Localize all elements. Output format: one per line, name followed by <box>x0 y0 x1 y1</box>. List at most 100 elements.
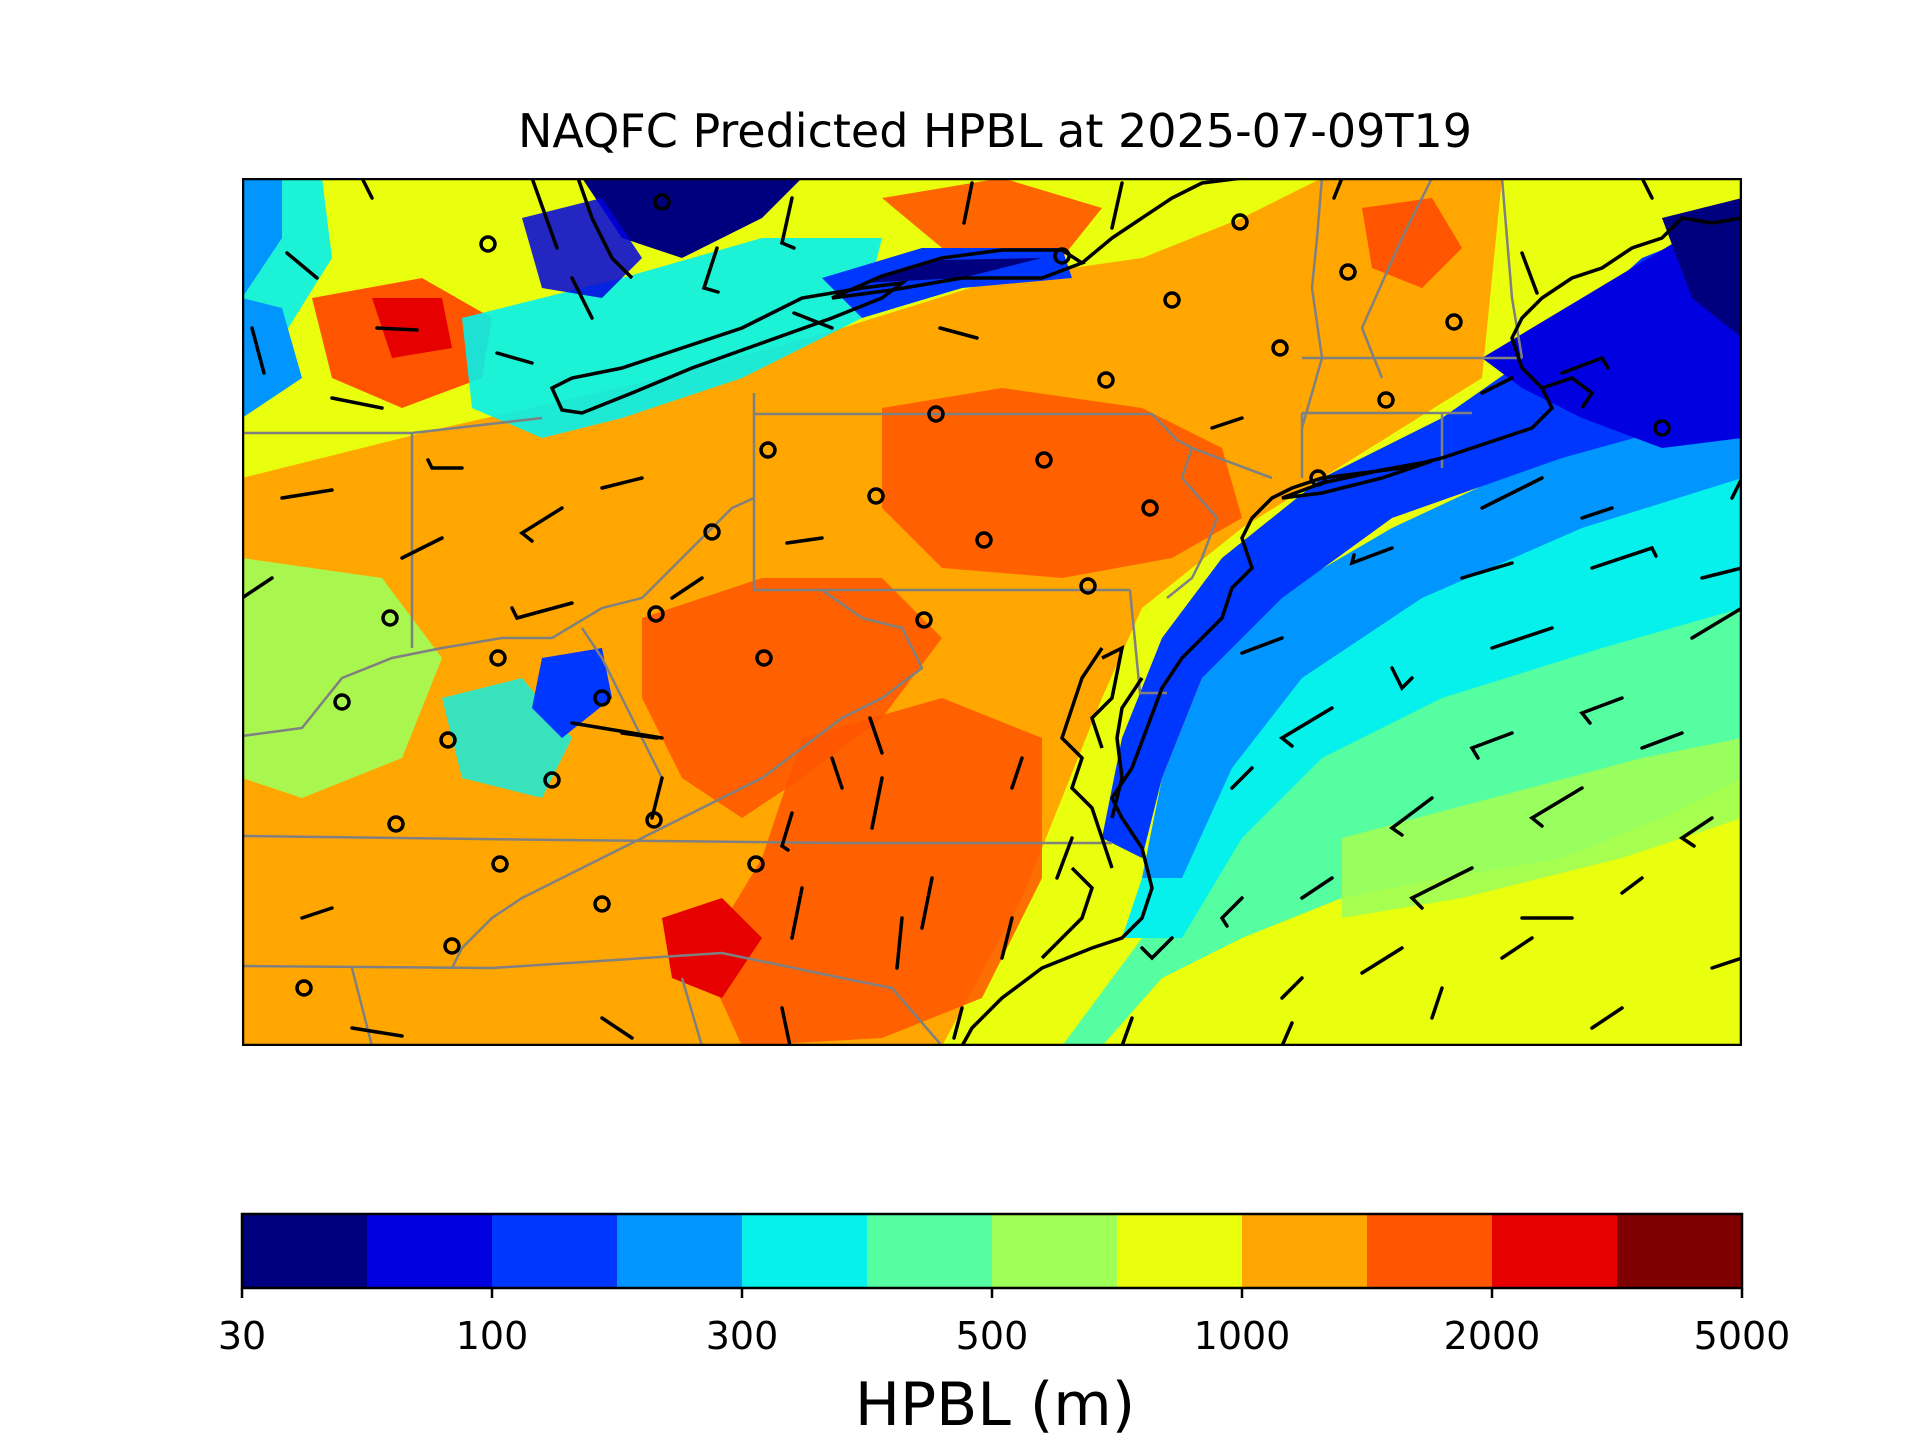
wind-barb <box>570 721 664 740</box>
colorbar-bin <box>1492 1214 1618 1288</box>
wind-barb <box>1332 178 1344 200</box>
wind-barb <box>830 756 844 790</box>
map-border <box>242 178 1742 1046</box>
field-navy-lake-ontario <box>862 258 1042 283</box>
station-marker <box>1339 263 1357 281</box>
station-marker <box>593 689 611 707</box>
wind-barb <box>600 476 644 490</box>
border-wv-va <box>450 588 924 969</box>
field-ocean-yellow-south <box>1102 778 1742 1046</box>
station-marker <box>443 937 461 955</box>
colorbar-bin <box>1242 1214 1368 1288</box>
colorbar-bin <box>867 1214 993 1288</box>
wind-barb <box>285 251 319 280</box>
wind-barb <box>1640 178 1654 200</box>
colorbar-bin <box>1117 1214 1243 1288</box>
wind-barb <box>1520 251 1539 295</box>
wind-barb <box>870 776 884 830</box>
station-marker <box>759 441 777 459</box>
station-marker <box>439 731 457 749</box>
coast-cape-cod <box>1541 376 1595 409</box>
station-marker <box>381 609 399 627</box>
wind-barb <box>779 811 794 852</box>
wind-barb <box>1480 476 1544 510</box>
wind-barb <box>1528 786 1584 828</box>
wind-barb <box>330 396 384 410</box>
wind-barb <box>1300 876 1334 900</box>
field-ocean-green <box>1062 588 1742 1046</box>
wind-barb <box>375 326 419 332</box>
colorbar-bin <box>242 1214 368 1288</box>
colorbar <box>240 1212 1744 1298</box>
wind-barb <box>360 178 374 200</box>
wind-barb <box>570 276 594 320</box>
wind-barb <box>1700 566 1742 580</box>
border-ny-nj <box>1191 446 1273 480</box>
field-red-orange-ny <box>882 178 1102 258</box>
field-red-orange-wv <box>642 578 942 818</box>
field-red-nc <box>662 898 762 998</box>
border-va-nc <box>242 834 1112 845</box>
wind-barb <box>868 716 884 755</box>
station-marker <box>1053 247 1071 265</box>
colorbar-ticks <box>240 1288 1744 1298</box>
wind-barb <box>1230 766 1254 790</box>
station-marker <box>867 487 885 505</box>
station-marker <box>1309 469 1327 487</box>
field-cyan-lake-erie <box>462 238 882 438</box>
station-marker <box>593 895 611 913</box>
field-blue-north <box>522 198 642 298</box>
station-marker <box>1035 451 1053 469</box>
border-midwest-top <box>242 416 543 435</box>
colorbar-bin <box>492 1214 618 1288</box>
station-marker <box>479 235 497 253</box>
coastlines <box>549 178 1742 1046</box>
field-blue-west-edge <box>242 178 282 298</box>
station-marker <box>647 605 665 623</box>
wind-barb <box>1430 986 1444 1020</box>
station-marker <box>703 523 721 541</box>
wind-barb <box>1590 545 1658 570</box>
border-ky-wv <box>580 627 664 779</box>
wind-barb <box>938 326 979 340</box>
border-vt-ny <box>1300 178 1324 429</box>
coast-nc-sounds <box>1040 866 1095 960</box>
wind-barb <box>962 181 974 225</box>
field-blue-west-mid <box>242 298 302 418</box>
wind-barb <box>792 311 834 330</box>
station-marker <box>491 855 509 873</box>
wind-barb <box>1280 976 1304 1000</box>
colorbar-tick-label: 300 <box>705 1314 779 1358</box>
station-marker <box>755 649 773 667</box>
border-ny-pa <box>754 412 1193 450</box>
wind-barb <box>1140 936 1174 961</box>
colorbar-tick-label: 2000 <box>1443 1314 1541 1358</box>
border-tn-ky <box>350 967 374 1046</box>
coast-st-lawrence <box>1080 178 1243 265</box>
colorbar-label: HPBL (m) <box>854 1370 1136 1440</box>
wind-barb <box>952 1006 964 1040</box>
wind-barb <box>250 326 266 375</box>
field-red-orange-pa <box>882 388 1242 578</box>
wind-barb <box>1349 546 1394 566</box>
wind-barb <box>510 601 574 621</box>
station-marker <box>1271 339 1289 357</box>
hpbl-field <box>242 178 1742 1046</box>
station-marker <box>387 815 405 833</box>
border-nc-sc <box>680 977 704 1046</box>
wind-barb <box>920 876 934 930</box>
wind-barb <box>1219 896 1244 928</box>
wind-barb <box>701 246 720 294</box>
wind-barb <box>530 178 559 250</box>
colorbar-tick-label: 5000 <box>1693 1314 1791 1358</box>
wind-barb <box>1280 1021 1294 1046</box>
colorbar-bin <box>1617 1214 1743 1288</box>
field-ocean-green-mid <box>1342 738 1742 918</box>
colorbar-bin <box>617 1214 743 1288</box>
wind-barb <box>1010 756 1024 790</box>
wind-barb <box>1480 376 1514 395</box>
colorbar-bin <box>1367 1214 1493 1288</box>
wind-barb <box>1690 606 1742 640</box>
wind-barb <box>670 576 704 600</box>
wind-barb <box>518 506 564 543</box>
